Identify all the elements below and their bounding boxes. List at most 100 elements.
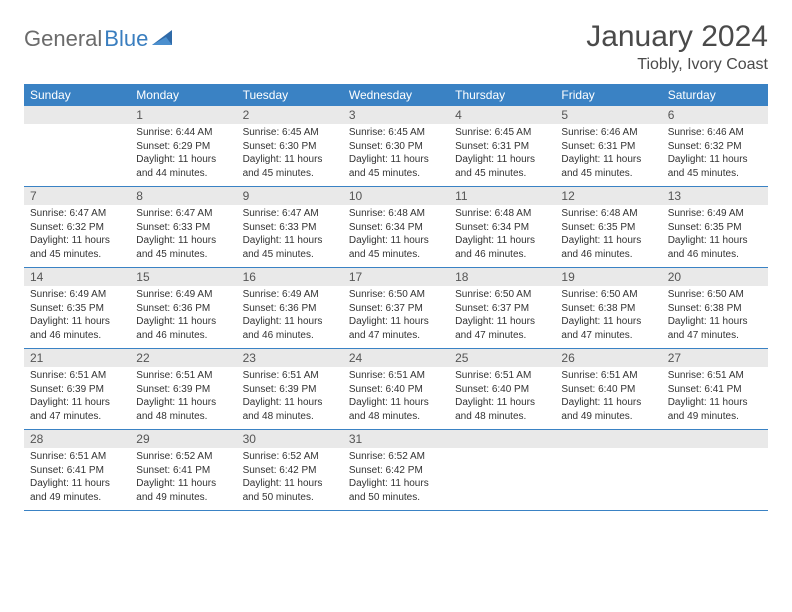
month-title: January 2024 [586, 20, 768, 54]
day-number: 19 [555, 268, 661, 286]
weekday-header: Thursday [449, 84, 555, 106]
day-number: 3 [343, 106, 449, 124]
day-content: Sunrise: 6:45 AMSunset: 6:31 PMDaylight:… [449, 124, 555, 186]
day-content: Sunrise: 6:46 AMSunset: 6:32 PMDaylight:… [662, 124, 768, 186]
day-number: 18 [449, 268, 555, 286]
day-number: 30 [237, 430, 343, 448]
day-number: 14 [24, 268, 130, 286]
day-number: 28 [24, 430, 130, 448]
day-content: Sunrise: 6:51 AMSunset: 6:39 PMDaylight:… [24, 367, 130, 429]
calendar-week-row: 1Sunrise: 6:44 AMSunset: 6:29 PMDaylight… [24, 106, 768, 187]
logo-word2: Blue [104, 26, 148, 52]
calendar-day-cell: 15Sunrise: 6:49 AMSunset: 6:36 PMDayligh… [130, 268, 236, 349]
weekday-header: Tuesday [237, 84, 343, 106]
calendar-day-cell: 30Sunrise: 6:52 AMSunset: 6:42 PMDayligh… [237, 430, 343, 511]
day-content: Sunrise: 6:44 AMSunset: 6:29 PMDaylight:… [130, 124, 236, 186]
calendar-day-cell: 6Sunrise: 6:46 AMSunset: 6:32 PMDaylight… [662, 106, 768, 187]
location: Tiobly, Ivory Coast [586, 56, 768, 74]
calendar-table: SundayMondayTuesdayWednesdayThursdayFrid… [24, 84, 768, 511]
day-number: 29 [130, 430, 236, 448]
day-number: 26 [555, 349, 661, 367]
day-number: 4 [449, 106, 555, 124]
calendar-day-cell: 29Sunrise: 6:52 AMSunset: 6:41 PMDayligh… [130, 430, 236, 511]
day-content: Sunrise: 6:48 AMSunset: 6:34 PMDaylight:… [343, 205, 449, 267]
calendar-day-cell: 28Sunrise: 6:51 AMSunset: 6:41 PMDayligh… [24, 430, 130, 511]
day-content: Sunrise: 6:51 AMSunset: 6:39 PMDaylight:… [237, 367, 343, 429]
weekday-header: Monday [130, 84, 236, 106]
day-number: 10 [343, 187, 449, 205]
calendar-day-cell: 16Sunrise: 6:49 AMSunset: 6:36 PMDayligh… [237, 268, 343, 349]
day-number: 5 [555, 106, 661, 124]
day-content: Sunrise: 6:49 AMSunset: 6:36 PMDaylight:… [237, 286, 343, 348]
calendar-day-cell [24, 106, 130, 187]
day-number-empty [449, 430, 555, 448]
calendar-day-cell: 23Sunrise: 6:51 AMSunset: 6:39 PMDayligh… [237, 349, 343, 430]
day-number: 15 [130, 268, 236, 286]
day-content-empty [662, 448, 768, 506]
calendar-day-cell: 5Sunrise: 6:46 AMSunset: 6:31 PMDaylight… [555, 106, 661, 187]
day-content: Sunrise: 6:47 AMSunset: 6:33 PMDaylight:… [237, 205, 343, 267]
day-number-empty [555, 430, 661, 448]
calendar-day-cell: 9Sunrise: 6:47 AMSunset: 6:33 PMDaylight… [237, 187, 343, 268]
calendar-day-cell: 14Sunrise: 6:49 AMSunset: 6:35 PMDayligh… [24, 268, 130, 349]
weekday-header: Wednesday [343, 84, 449, 106]
weekday-header: Friday [555, 84, 661, 106]
day-number: 9 [237, 187, 343, 205]
weekday-header: Sunday [24, 84, 130, 106]
calendar-day-cell: 31Sunrise: 6:52 AMSunset: 6:42 PMDayligh… [343, 430, 449, 511]
day-content: Sunrise: 6:51 AMSunset: 6:41 PMDaylight:… [24, 448, 130, 510]
day-number: 22 [130, 349, 236, 367]
day-number: 27 [662, 349, 768, 367]
calendar-day-cell: 25Sunrise: 6:51 AMSunset: 6:40 PMDayligh… [449, 349, 555, 430]
logo-triangle-icon [152, 28, 174, 51]
day-content: Sunrise: 6:52 AMSunset: 6:41 PMDaylight:… [130, 448, 236, 510]
day-content: Sunrise: 6:49 AMSunset: 6:36 PMDaylight:… [130, 286, 236, 348]
calendar-day-cell [555, 430, 661, 511]
calendar-day-cell: 1Sunrise: 6:44 AMSunset: 6:29 PMDaylight… [130, 106, 236, 187]
day-number: 17 [343, 268, 449, 286]
calendar-day-cell: 10Sunrise: 6:48 AMSunset: 6:34 PMDayligh… [343, 187, 449, 268]
calendar-day-cell: 21Sunrise: 6:51 AMSunset: 6:39 PMDayligh… [24, 349, 130, 430]
day-number: 1 [130, 106, 236, 124]
day-content: Sunrise: 6:51 AMSunset: 6:41 PMDaylight:… [662, 367, 768, 429]
day-number: 12 [555, 187, 661, 205]
day-content: Sunrise: 6:47 AMSunset: 6:32 PMDaylight:… [24, 205, 130, 267]
calendar-week-row: 14Sunrise: 6:49 AMSunset: 6:35 PMDayligh… [24, 268, 768, 349]
day-number: 6 [662, 106, 768, 124]
day-content: Sunrise: 6:51 AMSunset: 6:40 PMDaylight:… [449, 367, 555, 429]
day-number: 7 [24, 187, 130, 205]
page-header: GeneralBlue January 2024 Tiobly, Ivory C… [24, 20, 768, 74]
weekday-header: Saturday [662, 84, 768, 106]
day-content: Sunrise: 6:48 AMSunset: 6:34 PMDaylight:… [449, 205, 555, 267]
day-number: 8 [130, 187, 236, 205]
calendar-day-cell: 11Sunrise: 6:48 AMSunset: 6:34 PMDayligh… [449, 187, 555, 268]
calendar-week-row: 21Sunrise: 6:51 AMSunset: 6:39 PMDayligh… [24, 349, 768, 430]
calendar-day-cell: 24Sunrise: 6:51 AMSunset: 6:40 PMDayligh… [343, 349, 449, 430]
calendar-day-cell: 3Sunrise: 6:45 AMSunset: 6:30 PMDaylight… [343, 106, 449, 187]
day-number-empty [662, 430, 768, 448]
day-number: 25 [449, 349, 555, 367]
calendar-day-cell [449, 430, 555, 511]
day-content: Sunrise: 6:49 AMSunset: 6:35 PMDaylight:… [662, 205, 768, 267]
day-number: 23 [237, 349, 343, 367]
day-content: Sunrise: 6:51 AMSunset: 6:39 PMDaylight:… [130, 367, 236, 429]
day-content: Sunrise: 6:48 AMSunset: 6:35 PMDaylight:… [555, 205, 661, 267]
day-number-empty [24, 106, 130, 124]
day-content-empty [449, 448, 555, 506]
calendar-day-cell: 2Sunrise: 6:45 AMSunset: 6:30 PMDaylight… [237, 106, 343, 187]
calendar-day-cell: 19Sunrise: 6:50 AMSunset: 6:38 PMDayligh… [555, 268, 661, 349]
calendar-day-cell: 22Sunrise: 6:51 AMSunset: 6:39 PMDayligh… [130, 349, 236, 430]
day-number: 21 [24, 349, 130, 367]
day-content-empty [555, 448, 661, 506]
day-number: 31 [343, 430, 449, 448]
weekday-header-row: SundayMondayTuesdayWednesdayThursdayFrid… [24, 84, 768, 106]
day-content: Sunrise: 6:50 AMSunset: 6:37 PMDaylight:… [449, 286, 555, 348]
day-content: Sunrise: 6:51 AMSunset: 6:40 PMDaylight:… [343, 367, 449, 429]
calendar-day-cell [662, 430, 768, 511]
day-content: Sunrise: 6:50 AMSunset: 6:38 PMDaylight:… [555, 286, 661, 348]
calendar-week-row: 28Sunrise: 6:51 AMSunset: 6:41 PMDayligh… [24, 430, 768, 511]
calendar-day-cell: 26Sunrise: 6:51 AMSunset: 6:40 PMDayligh… [555, 349, 661, 430]
day-content-empty [24, 124, 130, 182]
day-number: 16 [237, 268, 343, 286]
day-number: 13 [662, 187, 768, 205]
